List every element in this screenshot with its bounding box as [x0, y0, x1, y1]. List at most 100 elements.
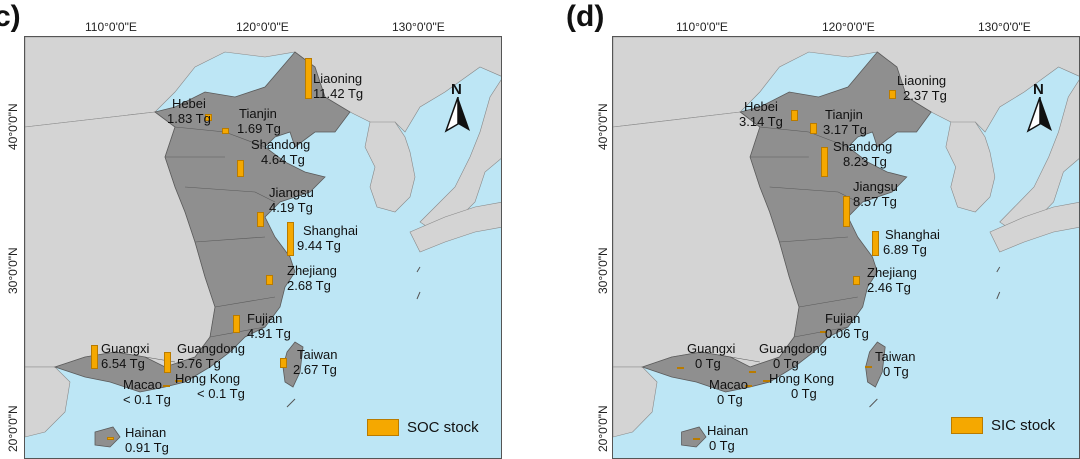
panel-c-legend: SOC stock — [367, 419, 479, 436]
panel-d-label-tianjin: Tianjin 3.17 Tg — [823, 107, 867, 137]
panel-c-basemap — [25, 37, 501, 448]
panel-d-label-guangxi: Guangxi 0 Tg — [687, 341, 736, 371]
panel-c-label-guangxi: Guangxi 6.54 Tg — [101, 341, 150, 371]
panel-c-lon-110: 110°0'0"E — [85, 20, 137, 34]
panel-d-legend: SIC stock — [951, 417, 1055, 434]
taiwan-island — [865, 341, 886, 388]
panel-d-bar — [853, 276, 860, 285]
se-asia — [613, 366, 658, 438]
panel-c-label-jiangsu: Jiangsu 4.19 Tg — [269, 185, 314, 215]
panel-c-lat-30: 30°0'0"N — [6, 247, 20, 294]
panel-d-bar — [810, 122, 817, 134]
panel-c-lat-40: 40°0'0"N — [6, 103, 20, 150]
panel-c-lon-130: 130°0'0"E — [392, 20, 445, 34]
legend-swatch — [951, 417, 983, 434]
panel-c-bar — [305, 57, 312, 99]
panel-c-label-liaoning: Liaoning 11.42 Tg — [313, 71, 364, 101]
panel-c-lat-20: 20°0'0"N — [6, 405, 20, 452]
coastal-provinces — [53, 51, 351, 393]
panel-d-label-hongkong: Hong Kong 0 Tg — [769, 371, 835, 401]
panel-d-bar — [693, 438, 700, 440]
panel-d-lat-30: 30°0'0"N — [596, 247, 610, 294]
panel-d-bar — [763, 380, 770, 382]
panel-d-north-arrow: N — [1025, 81, 1055, 133]
panel-d-bar — [843, 196, 850, 227]
panel-c-bar — [107, 436, 114, 440]
panel-d-bar — [791, 109, 798, 121]
panel-c-bar — [163, 385, 170, 387]
japan — [999, 79, 1079, 233]
panel-c-label-fujian: Fujian 4.91 Tg — [247, 311, 291, 341]
panel-c-bar — [287, 222, 294, 256]
panel-d-lon-110: 110°0'0"E — [676, 20, 728, 34]
panel-c-bar — [164, 352, 171, 373]
panel-d-lat-20: 20°0'0"N — [596, 405, 610, 452]
panel-c-map: Liaoning 11.42 Tg Hebei 1.83 Tg Tianjin 1.6… — [24, 36, 502, 459]
panel-d-lat-40: 40°0'0"N — [596, 103, 610, 150]
panel-d-bar — [745, 385, 752, 387]
panel-c-bar — [205, 114, 212, 121]
panel-c-label-hainan: Hainan 0.91 Tg — [125, 425, 169, 455]
panel-c-label-macao: Macao < 0.1 Tg — [123, 377, 171, 407]
panel-d-label-hebei: Hebei 3.14 Tg — [739, 99, 783, 129]
panel-c-bar — [233, 315, 240, 333]
japan-south — [409, 202, 501, 253]
panel-d-label-liaoning: Liaoning 2.37 Tg — [897, 73, 947, 103]
panel-c-bar — [222, 127, 229, 134]
panel-d-lon-130: 130°0'0"E — [978, 20, 1031, 34]
panel-c-bar — [175, 380, 182, 382]
small-islands — [869, 266, 1001, 408]
panel-c-label-tianjin: Tianjin 1.69 Tg — [237, 106, 281, 136]
panel-d-letter: (d) — [566, 0, 605, 33]
panel-c-north-arrow: N — [443, 81, 473, 133]
panel-d-label-macao: Macao 0 Tg — [709, 377, 749, 407]
panel-c-bar — [257, 211, 264, 227]
panel-d-label-zhejiang: Zhejiang 2.46 Tg — [867, 265, 917, 295]
panel-c-letter: c) — [0, 0, 21, 33]
north-letter: N — [1033, 81, 1044, 98]
panel-c-label-taiwan: Taiwan 2.67 Tg — [293, 347, 338, 377]
north-arrow-icon — [1026, 97, 1052, 133]
coastal-provinces — [641, 51, 932, 393]
japan — [419, 79, 501, 233]
korea — [945, 121, 996, 213]
panel-d-bar — [821, 147, 828, 177]
panel-c-label-shandong: Shandong 4.64 Tg — [251, 137, 311, 167]
korea — [364, 121, 416, 213]
panel-d-label-fujian: Fujian 0.06 Tg — [825, 311, 869, 341]
hainan-island — [681, 426, 707, 448]
panel-d-bar — [889, 90, 896, 99]
panel-d-label-shandong: Shandong 8.23 Tg — [833, 139, 893, 169]
panel-d-label-taiwan: Taiwan 0 Tg — [875, 349, 916, 379]
panel-d-lon-120: 120°0'0"E — [822, 20, 875, 34]
legend-swatch — [367, 419, 399, 436]
panel-d-map: Liaoning 2.37 Tg Hebei 3.14 Tg Tianjin 3.17… — [612, 36, 1080, 459]
panel-d-label-shanghai: Shanghai 6.89 Tg — [883, 227, 940, 257]
panel-d-bar — [820, 331, 827, 333]
legend-label: SOC stock — [407, 419, 479, 436]
panel-d-label-jiangsu: Jiangsu 8.57 Tg — [853, 179, 898, 209]
panel-d-label-hainan: Hainan 0 Tg — [707, 423, 749, 453]
panel-d-bar — [872, 231, 879, 256]
panel-c-bar — [237, 160, 244, 177]
small-islands — [286, 266, 421, 408]
panel-c-label-zhejiang: Zhejiang 2.68 Tg — [287, 263, 337, 293]
panel-d-bar — [677, 367, 684, 369]
panel-c-bar — [280, 358, 287, 368]
panel-c-bar — [266, 275, 273, 285]
panel-c-label-guangdong: Guangdong 5.76 Tg — [177, 341, 245, 371]
japan-south — [989, 202, 1079, 253]
legend-label: SIC stock — [991, 417, 1056, 434]
north-arrow-icon — [444, 97, 470, 133]
panel-d-bar — [865, 366, 872, 368]
panel-d-label-guangdong: Guangdong 0 Tg — [759, 341, 827, 371]
panel-c-bar — [91, 345, 98, 369]
taiwan-island — [282, 341, 304, 388]
panel-c-label-hebei: Hebei 1.83 Tg — [167, 96, 211, 126]
panel-c-lon-120: 120°0'0"E — [236, 20, 289, 34]
panel-c-label-hongkong: Hong Kong < 0.1 Tg — [175, 371, 245, 401]
panel-d-basemap — [613, 37, 1079, 448]
se-asia — [25, 366, 71, 438]
panel-d-bar — [749, 371, 756, 373]
panel-c-label-shanghai: Shanghai 9.44 Tg — [297, 223, 358, 253]
